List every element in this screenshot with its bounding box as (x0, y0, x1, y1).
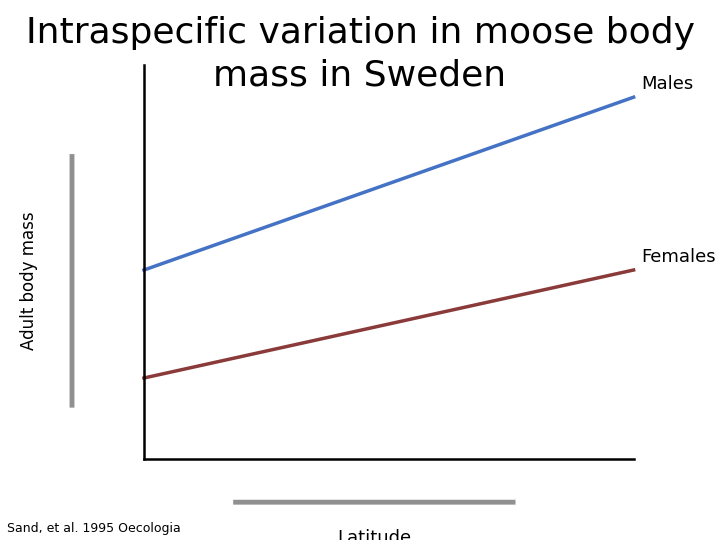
Text: Males: Males (641, 75, 693, 93)
Text: Latitude: Latitude (338, 529, 411, 540)
Text: Sand, et al. 1995 Oecologia: Sand, et al. 1995 Oecologia (7, 522, 181, 535)
Text: Intraspecific variation in moose body
mass in Sweden: Intraspecific variation in moose body ma… (25, 16, 695, 92)
Text: Females: Females (641, 247, 716, 266)
Text: Adult body mass: Adult body mass (20, 212, 38, 350)
